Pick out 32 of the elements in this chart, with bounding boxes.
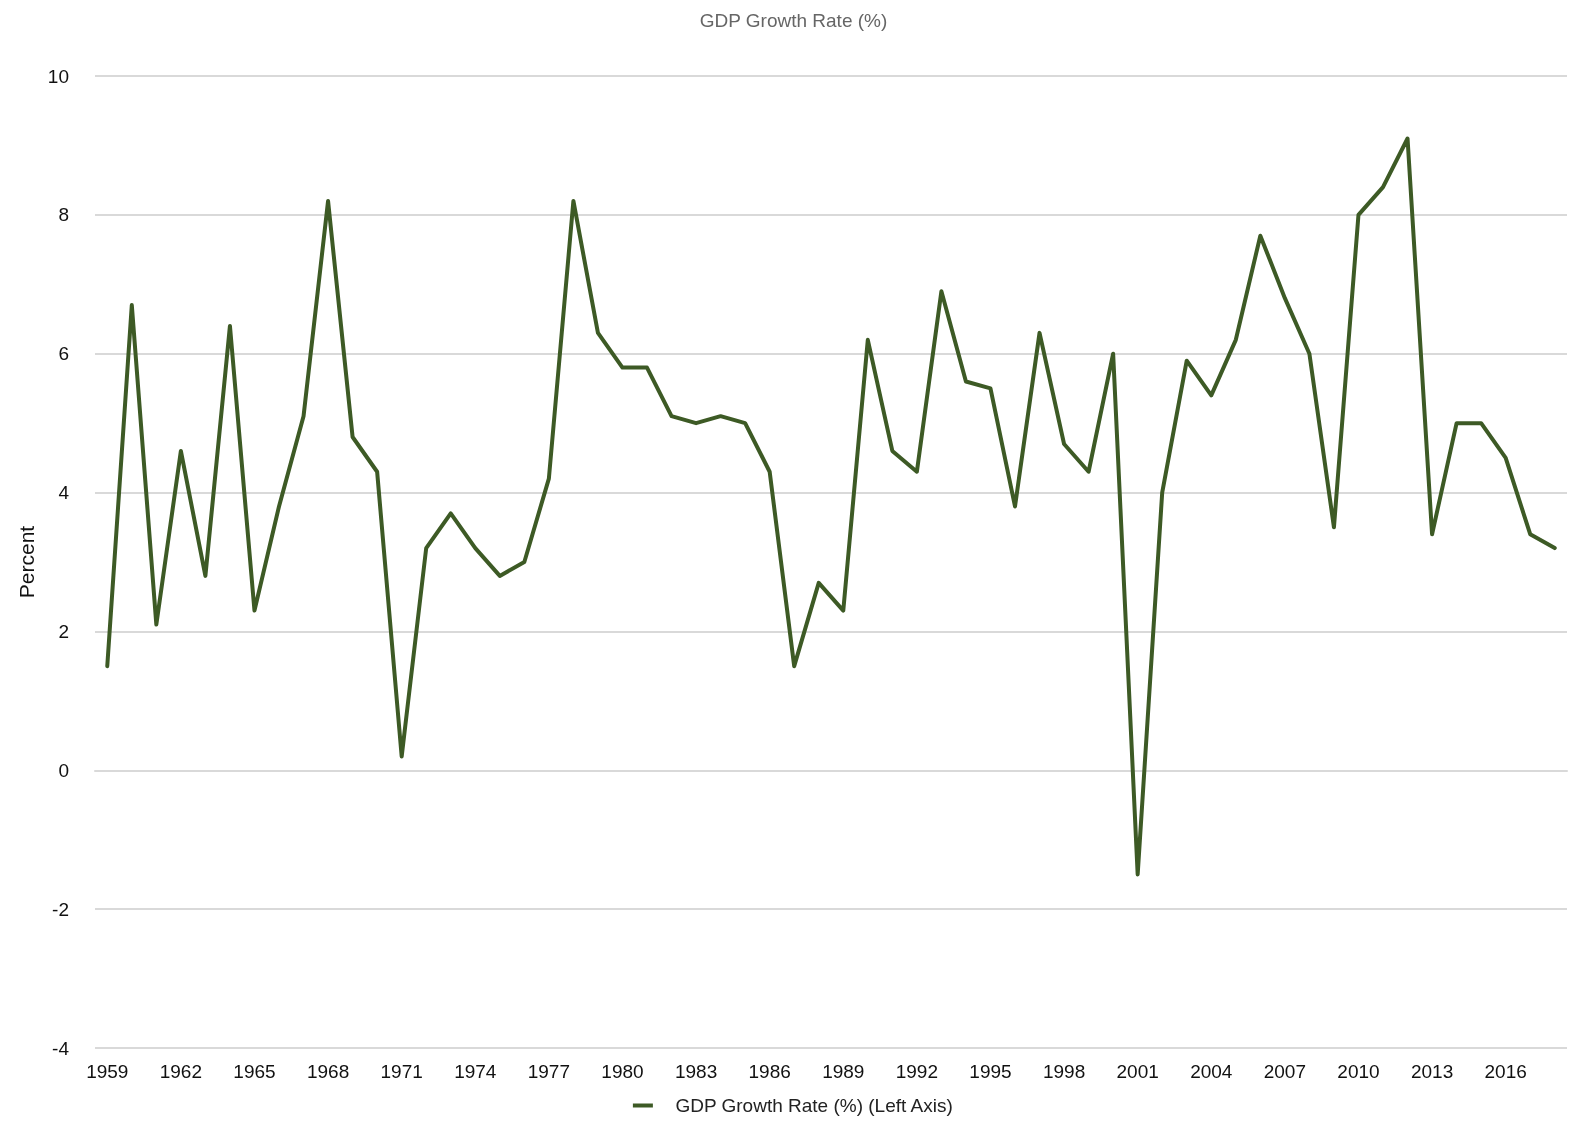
x-tick-label: 1980 (601, 1061, 644, 1082)
x-tick-label: 2013 (1410, 1061, 1454, 1082)
y-tick-label: -2 (52, 898, 69, 920)
legend-label: GDP Growth Rate (%) (Left Axis) (675, 1095, 953, 1116)
x-tick-label: 2016 (1484, 1061, 1527, 1082)
x-tick-label: 1971 (380, 1061, 423, 1082)
y-tick-label: 0 (58, 759, 69, 781)
x-tick-label: 1989 (822, 1061, 865, 1082)
x-tick-label: 2010 (1337, 1061, 1380, 1082)
y-tick-label: 8 (58, 204, 69, 226)
x-tick-label: 1959 (86, 1061, 129, 1082)
x-tick-label: 1998 (1042, 1061, 1086, 1082)
x-tick-label: 2007 (1263, 1061, 1307, 1082)
x-tick-label: 2004 (1190, 1061, 1233, 1082)
y-axis-title: Percent (14, 525, 38, 599)
x-tick-label: 1962 (159, 1061, 203, 1082)
y-tick-label: 4 (58, 482, 70, 504)
y-tick-label: 6 (58, 343, 69, 365)
x-tick-label: 1977 (527, 1061, 571, 1082)
line-series (105, 136, 1557, 877)
x-tick-label: 1968 (306, 1061, 350, 1082)
x-tick-label: 1983 (674, 1061, 718, 1082)
y-tick-label: 2 (58, 620, 69, 642)
x-tick-label: 1995 (969, 1061, 1012, 1082)
x-tick-label: 2001 (1116, 1061, 1159, 1082)
x-tick-label: 1965 (233, 1061, 276, 1082)
x-tick-label: 1992 (895, 1061, 939, 1082)
chart-title: GDP Growth Rate (%) (699, 10, 888, 31)
x-tick-label: 1986 (748, 1061, 791, 1082)
x-tick-label: 1974 (454, 1061, 497, 1082)
y-tick-label: 10 (47, 65, 69, 87)
y-tick-label: -4 (52, 1037, 70, 1059)
